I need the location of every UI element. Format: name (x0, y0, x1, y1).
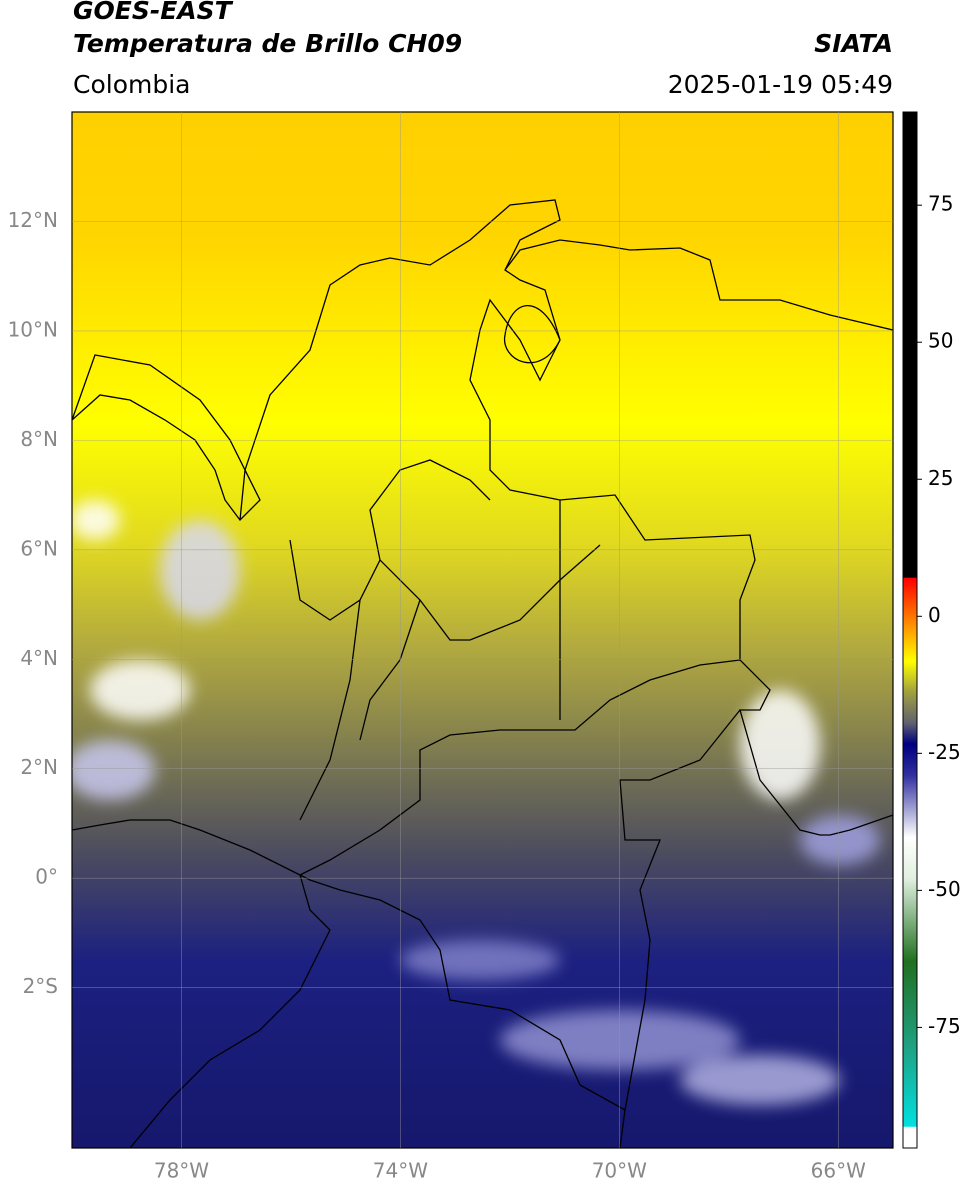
y-tick-label: 2°S (23, 974, 58, 998)
x-tick-label: 78°W (154, 1159, 209, 1183)
title-line-1: GOES-EAST (73, 0, 232, 25)
datetime: 2025-01-19 05:49 (667, 70, 893, 99)
title-line-2: Temperatura de Brillo CH09 (73, 29, 463, 58)
colorbar-tick-label: -75 (928, 1014, 961, 1038)
y-tick-label: 10°N (8, 317, 58, 341)
y-tick-label: 6°N (20, 536, 58, 560)
colorbar-tick-label: 75 (928, 192, 953, 216)
y-tick-label: 2°N (20, 755, 58, 779)
colorbar-tick-label: -50 (928, 877, 961, 901)
colorbar-tick-label: 25 (928, 466, 953, 490)
satellite-image (72, 112, 893, 1148)
x-tick-label: 66°W (811, 1159, 866, 1183)
colorbar (902, 111, 918, 1149)
colorbar-tick-label: 50 (928, 329, 953, 353)
x-tick-label: 74°W (373, 1159, 428, 1183)
map-frame (71, 111, 894, 1149)
source: SIATA (814, 29, 893, 58)
y-tick-label: 4°N (20, 646, 58, 670)
colorbar-tick-label: 0 (928, 603, 941, 627)
colorbar-tick-label: -25 (928, 740, 961, 764)
x-tick-label: 70°W (592, 1159, 647, 1183)
y-tick-label: 8°N (20, 427, 58, 451)
region: Colombia (73, 70, 191, 99)
y-tick-label: 12°N (8, 208, 58, 232)
y-tick-label: 0° (35, 865, 58, 889)
